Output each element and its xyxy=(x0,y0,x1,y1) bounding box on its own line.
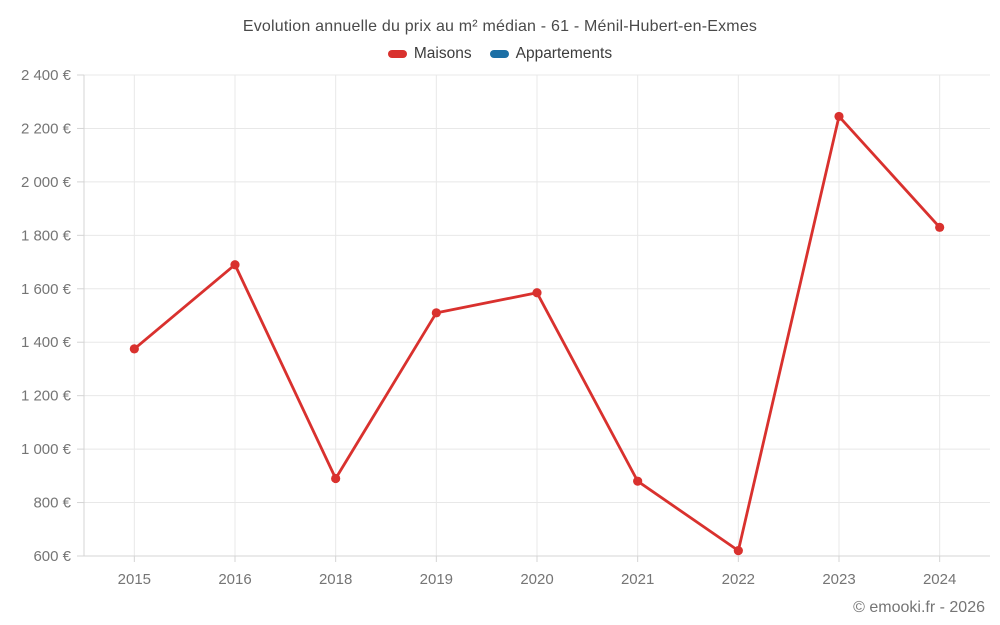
x-tick-label: 2024 xyxy=(923,571,956,588)
y-tick-label: 2 200 € xyxy=(21,120,72,137)
x-tick-label: 2018 xyxy=(319,571,352,588)
data-point-2023[interactable] xyxy=(834,111,844,122)
data-point-2016[interactable] xyxy=(230,260,240,270)
x-tick-label: 2023 xyxy=(822,571,855,588)
legend-label-appartements: Appartements xyxy=(515,45,613,62)
x-tick-label: 2021 xyxy=(621,571,654,588)
y-tick-label: 1 800 € xyxy=(21,227,72,244)
data-point-2024[interactable] xyxy=(935,222,945,232)
y-tick-label: 2 400 € xyxy=(21,67,72,84)
x-tick-label: 2022 xyxy=(722,571,755,588)
data-point-2015[interactable] xyxy=(129,344,139,354)
data-point-2018[interactable] xyxy=(331,473,341,484)
legend-item-appartements[interactable]: Appartements xyxy=(489,45,613,63)
x-tick-label: 2019 xyxy=(420,571,453,588)
legend-item-maisons[interactable]: Maisons xyxy=(387,45,472,63)
y-tick-label: 2 000 € xyxy=(21,174,72,191)
legend: Maisons Appartements xyxy=(0,45,1000,63)
x-tick-label: 2015 xyxy=(118,571,151,588)
appartements-swatch-icon xyxy=(489,50,509,58)
copyright-footer: © emooki.fr - 2026 xyxy=(853,599,985,616)
y-tick-label: 1 200 € xyxy=(21,388,72,405)
chart-title: Evolution annuelle du prix au m² médian … xyxy=(242,18,758,35)
y-tick-label: 1 400 € xyxy=(21,334,72,351)
x-tick-label: 2016 xyxy=(218,571,251,588)
y-tick-label: 800 € xyxy=(33,495,71,512)
data-point-2022[interactable] xyxy=(733,546,743,556)
y-tick-label: 1 000 € xyxy=(21,441,72,458)
y-tick-label: 1 600 € xyxy=(21,281,72,298)
data-point-2020[interactable] xyxy=(532,288,542,298)
y-tick-label: 600 € xyxy=(33,548,71,565)
maisons-swatch-icon xyxy=(387,50,407,58)
legend-label-maisons: Maisons xyxy=(413,45,472,62)
data-point-2021[interactable] xyxy=(633,476,643,486)
x-tick-label: 2020 xyxy=(520,571,553,588)
data-point-2019[interactable] xyxy=(431,308,441,318)
